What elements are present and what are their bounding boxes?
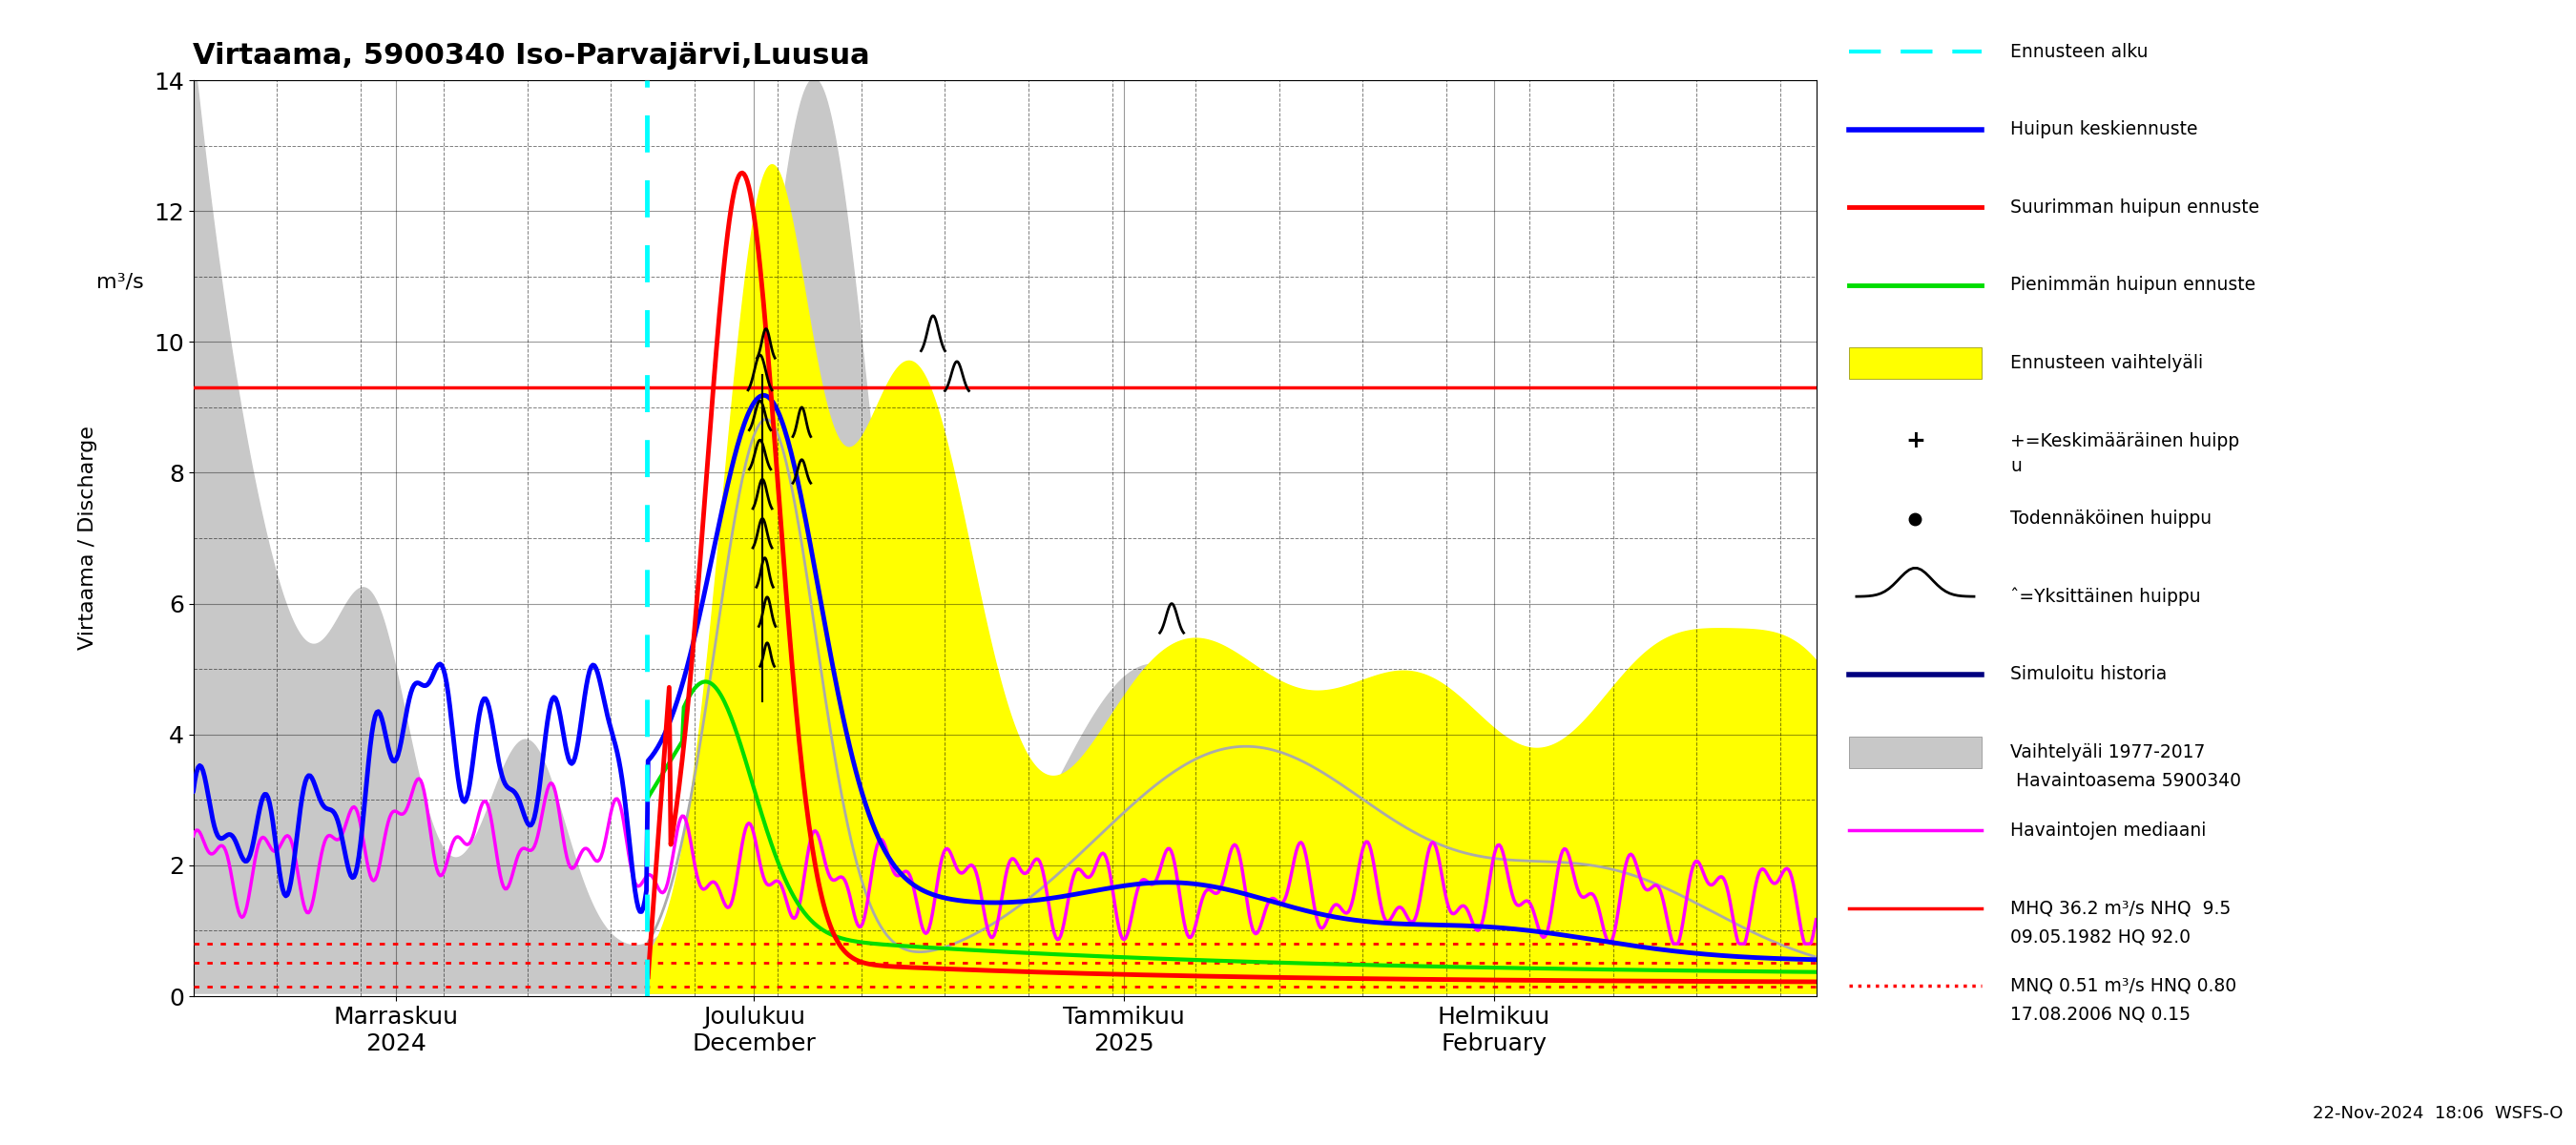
Bar [1850,347,1981,379]
Text: Vaihtelуäli 1977-2017: Vaihtelуäli 1977-2017 [2012,743,2205,761]
Text: Virtaama / Discharge: Virtaama / Discharge [77,426,98,650]
Text: Todennäköinen huippu: Todennäköinen huippu [2012,510,2213,528]
Text: 09.05.1982 HQ 92.0: 09.05.1982 HQ 92.0 [2012,927,2192,946]
Text: 17.08.2006 NQ 0.15: 17.08.2006 NQ 0.15 [2012,1005,2192,1024]
Text: Virtaama, 5900340 Iso-Parvajärvi,Luusua: Virtaama, 5900340 Iso-Parvajärvi,Luusua [193,42,871,70]
Bar [1850,736,1981,768]
Text: +=Keskimääräinen huipp: +=Keskimääräinen huipp [2012,432,2239,450]
Text: Havaintoasema 5900340: Havaintoasema 5900340 [2012,772,2241,790]
Text: u: u [2012,457,2022,475]
Text: Pienimmän huipun ennuste: Pienimmän huipun ennuste [2012,276,2257,294]
Text: 22-Nov-2024  18:06  WSFS-O: 22-Nov-2024 18:06 WSFS-O [2313,1105,2563,1122]
Text: Ennusteen alku: Ennusteen alku [2012,42,2148,61]
Text: +: + [1906,429,1924,452]
Text: Ennusteen vaihtelуäli: Ennusteen vaihtelуäli [2012,354,2202,372]
Text: m³/s: m³/s [95,273,144,291]
Text: Huipun keskiennuste: Huipun keskiennuste [2012,120,2197,139]
Text: MNQ 0.51 m³/s HNQ 0.80: MNQ 0.51 m³/s HNQ 0.80 [2012,977,2236,995]
Text: Havaintojen mediaani: Havaintojen mediaani [2012,821,2208,839]
Text: MHQ 36.2 m³/s NHQ  9.5: MHQ 36.2 m³/s NHQ 9.5 [2012,899,2231,917]
Text: Suurimman huipun ennuste: Suurimman huipun ennuste [2012,198,2259,216]
Text: Simuloitu historia: Simuloitu historia [2012,665,2166,684]
Text: ˆ=Yksittäinen huippu: ˆ=Yksittäinen huippu [2012,587,2200,606]
